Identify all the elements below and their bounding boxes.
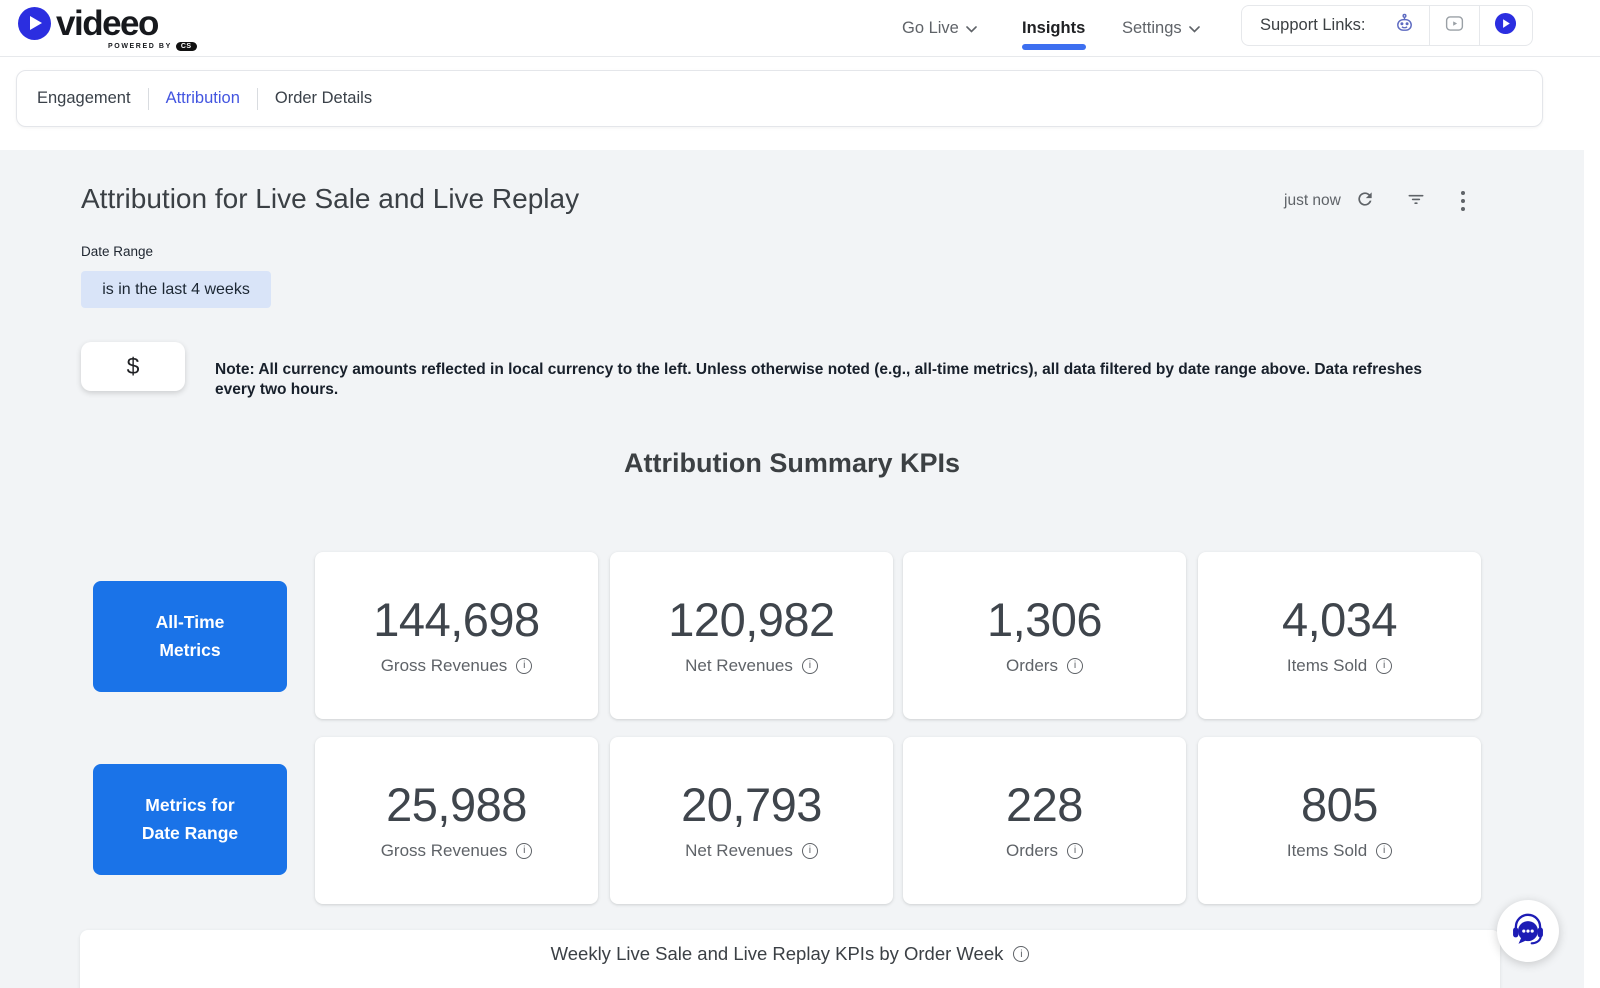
kpi-value: 1,306 [986, 592, 1103, 646]
kpi-label: Orders [1006, 655, 1058, 675]
tab-engagement[interactable]: Engagement [37, 89, 131, 107]
kpi-value: 4,034 [1281, 592, 1398, 646]
kpi-value: 25,988 [386, 777, 527, 831]
active-nav-underline [1022, 44, 1086, 50]
filter-button[interactable] [1403, 188, 1429, 214]
info-icon[interactable]: i [1066, 657, 1083, 674]
summary-kpis-heading: Attribution Summary KPIs [623, 448, 961, 478]
weekly-kpis-heading: Weekly Live Sale and Live Replay KPIs by… [550, 943, 1004, 964]
kpi-value: 120,982 [668, 592, 835, 646]
date-range-label: Date Range [81, 244, 154, 259]
refresh-icon [1355, 189, 1375, 214]
kpi-card: 4,034 Items Sold i [1198, 552, 1481, 719]
chat-headset-icon [1508, 909, 1548, 954]
brand-logo[interactable]: videeo [18, 4, 159, 43]
divider [256, 87, 258, 110]
videeo-play-icon [1494, 12, 1517, 40]
kpi-label: Orders [1006, 840, 1058, 860]
all-time-metrics-button[interactable]: All-Time Metrics [93, 581, 287, 692]
filter-icon [1406, 189, 1426, 214]
kpi-card: 120,982 Net Revenues i [610, 552, 893, 719]
page-title: Attribution for Live Sale and Live Repla… [81, 183, 580, 214]
chevron-down-icon [966, 19, 977, 38]
kpi-value: 20,793 [681, 777, 822, 831]
support-links-box: Support Links: [1241, 5, 1533, 46]
currency-button[interactable]: $ [81, 342, 185, 391]
kpi-label: Items Sold [1286, 840, 1368, 860]
top-header: videeo POWERED BY CS Go Live Insights Se… [0, 0, 1600, 57]
kpi-card: 20,793 Net Revenues i [610, 737, 893, 904]
info-icon[interactable]: i [801, 842, 818, 859]
kebab-icon [1461, 189, 1465, 213]
date-range-metrics-button[interactable]: Metrics for Date Range [93, 764, 287, 875]
chevron-down-icon [1188, 19, 1200, 38]
last-refreshed-label: just now [1284, 192, 1341, 209]
cs-badge: CS [175, 42, 197, 51]
play-circle-icon [18, 7, 51, 40]
info-icon[interactable]: i [1066, 842, 1083, 859]
insights-subnav: Engagement Attribution Order Details [0, 57, 1600, 150]
kpi-card: 144,698 Gross Revenues i [315, 552, 598, 719]
kpi-label: Net Revenues [685, 840, 793, 860]
divider [147, 87, 149, 110]
kpi-label: Items Sold [1286, 655, 1368, 675]
kpi-value: 228 [1006, 777, 1083, 831]
kpi-label: Net Revenues [685, 655, 793, 675]
refresh-button[interactable] [1352, 188, 1378, 214]
info-icon[interactable]: i [516, 657, 533, 674]
currency-note: Note: All currency amounts reflected in … [215, 361, 1423, 398]
info-icon[interactable]: i [1013, 946, 1030, 962]
nav-go-live[interactable]: Go Live [902, 15, 977, 41]
kpi-card: 25,988 Gross Revenues i [315, 737, 598, 904]
kpi-card: 1,306 Orders i [903, 552, 1186, 719]
info-icon[interactable]: i [1376, 842, 1393, 859]
tab-order-details[interactable]: Order Details [274, 89, 373, 107]
divider [1428, 6, 1430, 45]
powered-by-tagline: POWERED BY CS [108, 42, 197, 51]
date-range-chip[interactable]: is in the last 4 weeks [81, 271, 271, 308]
video-tutorials-icon [1444, 13, 1465, 39]
info-icon[interactable]: i [801, 657, 818, 674]
support-videeo-link[interactable] [1480, 6, 1532, 45]
more-options-button[interactable] [1450, 188, 1476, 214]
kpi-value: 805 [1301, 777, 1378, 831]
kpi-label: Gross Revenues [380, 655, 508, 675]
support-bot-link[interactable] [1379, 6, 1429, 45]
bot-icon [1393, 12, 1416, 40]
kpi-label: Gross Revenues [380, 840, 508, 860]
support-links-label: Support Links: [1260, 16, 1366, 34]
info-icon[interactable]: i [516, 842, 533, 859]
support-chat-button[interactable] [1497, 900, 1559, 962]
divider [1478, 6, 1480, 45]
kpi-value: 144,698 [373, 592, 540, 646]
dashboard-content: Attribution for Live Sale and Live Repla… [0, 150, 1584, 988]
nav-insights[interactable]: Insights [1022, 18, 1086, 37]
kpi-card: 228 Orders i [903, 737, 1186, 904]
weekly-kpis-panel: Weekly Live Sale and Live Replay KPIs by… [80, 930, 1500, 988]
brand-wordmark: videeo [56, 4, 159, 43]
subnav-tab-bar: Engagement Attribution Order Details [16, 70, 1543, 127]
support-videos-link[interactable] [1430, 6, 1479, 45]
tab-attribution[interactable]: Attribution [165, 89, 240, 107]
kpi-card: 805 Items Sold i [1198, 737, 1481, 904]
info-icon[interactable]: i [1376, 657, 1393, 674]
nav-settings[interactable]: Settings [1122, 15, 1200, 41]
powered-by-text: POWERED BY [108, 43, 172, 50]
